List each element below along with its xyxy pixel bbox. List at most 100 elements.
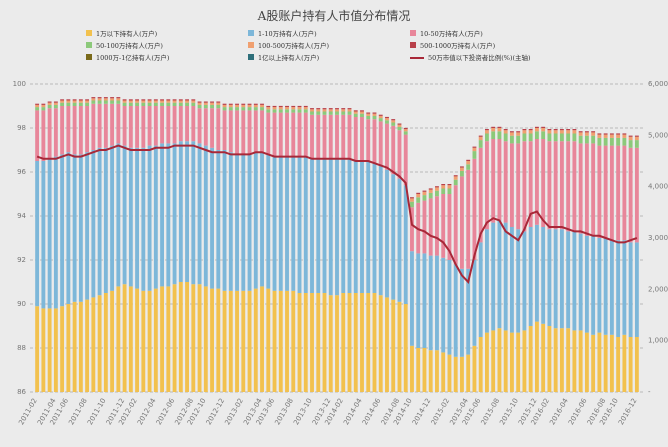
bar-segment [435,350,439,392]
bar-segment [91,297,96,392]
bar-segment [460,356,464,392]
bar-segment [410,198,414,202]
bar-segment-top-tier [385,116,389,119]
bar-segment [60,100,65,103]
bar-segment [403,131,408,135]
bar-segment [291,156,296,291]
bar-segment-top-tier [185,99,189,101]
bar-segment [97,147,102,296]
bar-segment [385,169,389,298]
bar-segment [185,100,189,103]
bar-segment [116,143,121,287]
bar-segment [447,354,452,392]
bar-segment [116,100,121,104]
bar-segment [472,260,477,346]
bar-segment [378,295,383,392]
bar-segment-top-tier [547,129,552,131]
bar-segment [153,288,158,392]
bar-segment [78,106,83,155]
bar-segment [172,284,177,392]
bar-segment [91,103,96,150]
bar-segment [553,141,558,230]
bar-segment [559,141,564,230]
bar-segment-top-tier [609,133,614,135]
bar-segment [141,106,146,148]
bar-segment [622,240,627,335]
legend-label: 100-500万持有人(万户) [258,41,330,50]
y-right-tick-label: 4,000 [648,183,668,191]
bar-segment [47,308,52,392]
bar-segment [253,152,258,289]
bar-segment [316,109,321,112]
bar-segment-top-tier [253,103,258,105]
bar-segment [210,102,214,105]
bar-segment [497,139,502,221]
bar-segment-top-tier [553,129,558,131]
bar-segment-top-tier [322,108,327,110]
bar-segment [235,104,239,108]
bar-segment [572,130,577,134]
legend-swatch [410,42,416,48]
bar-segment [303,156,308,293]
bar-segment [528,141,533,227]
bar-segment [597,332,602,392]
bar-segment [416,197,421,203]
bar-segment [147,100,152,103]
bar-segment-top-tier [97,97,102,99]
bar-segment [103,98,108,101]
legend-swatch [86,54,92,60]
bar-segment [353,117,358,161]
bar-segment [135,106,140,148]
bar-segment [597,137,602,146]
bar-segment [360,111,364,114]
bar-segment [441,185,446,189]
bar-segment [216,150,221,289]
bar-segment [435,196,439,256]
bar-segment-top-tier [78,99,83,101]
bar-segment [391,299,396,392]
y-right-tick-label: 1,000 [648,337,668,345]
bar-segment [316,158,321,293]
bar-segment [197,104,202,109]
bar-segment-top-tier [372,112,377,114]
bar-segment [628,136,633,141]
bar-segment [110,290,115,392]
bar-segment [191,284,196,392]
bar-segment [210,288,214,392]
bar-segment-top-tier [447,184,452,186]
bar-segment [347,109,352,112]
bar-segment [166,143,171,287]
bar-segment [541,227,546,324]
bar-segment [509,227,514,333]
bar-segment [122,145,127,285]
bar-segment [509,143,514,227]
bar-segment [322,109,327,112]
bar-segment [278,156,283,291]
bar-segment [272,290,277,392]
legend-item: 1亿以上持有人(万户) [248,53,320,62]
bar-segment [35,107,40,111]
bar-segment [228,152,233,291]
legend-item: 1-10万持有人(万户) [248,29,317,38]
bar-segment-top-tier [578,131,583,133]
bar-segment [528,326,533,392]
bar-segment [559,133,564,142]
bar-segment [397,301,402,392]
bar-segment [47,102,52,105]
bar-segment [485,229,489,333]
bar-segment [247,107,252,111]
bar-segment [91,98,96,101]
bar-segment [60,102,65,106]
bar-segment [485,133,489,142]
legend-swatch [248,30,254,36]
bar-segment-top-tier [559,129,564,131]
bar-segment [472,345,477,392]
bar-segment [397,178,402,302]
bar-segment [172,143,177,285]
bar-segment [147,145,152,291]
bar-segment [603,238,608,335]
bar-segment [97,100,102,104]
bar-segment [616,337,621,392]
bar-segment [360,161,364,293]
bar-segment [303,109,308,113]
